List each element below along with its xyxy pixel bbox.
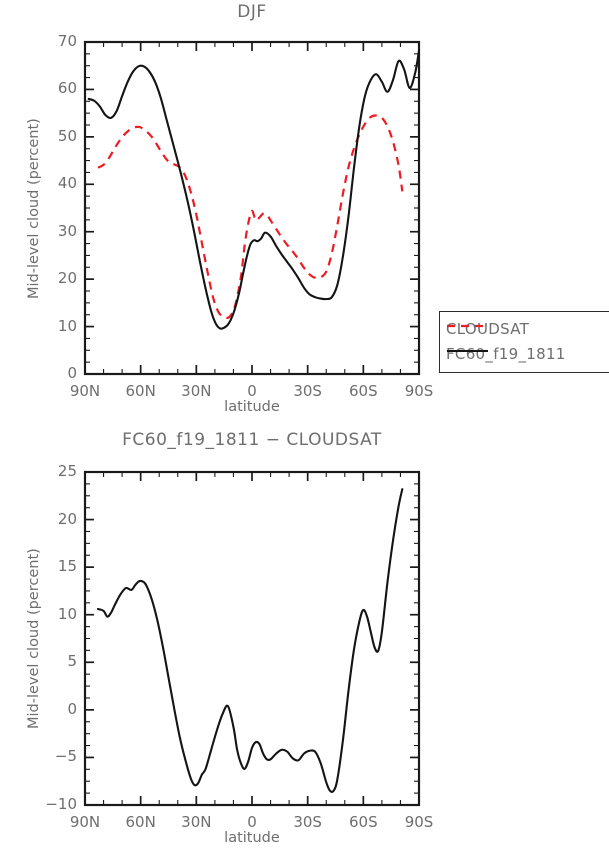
series-line-fc60-f19-1811-cloudsat [96, 488, 404, 794]
x-tick-label: 30S [293, 813, 322, 831]
top-chart-title: DJF [237, 2, 267, 22]
legend-swatch-solid-icon [447, 349, 488, 353]
y-tick-label: 50 [57, 126, 77, 145]
series-line-cloudsat [97, 114, 404, 319]
x-tick-label: 60N [125, 382, 156, 400]
legend-item-cloudsat[interactable]: CLOUDSAT [446, 320, 529, 338]
y-tick-label: 25 [57, 462, 77, 480]
x-tick-label: 90N [69, 382, 101, 400]
x-tick-label: 90S [404, 813, 434, 831]
x-tick-label: 30N [181, 813, 212, 831]
legend-label-cloudsat: CLOUDSAT [446, 320, 530, 338]
x-tick-label: 0 [247, 813, 257, 831]
legend: CLOUDSAT FC60_f19_1811 [439, 311, 609, 373]
y-tick-label: 70 [57, 32, 77, 50]
y-tick-label: 40 [57, 174, 77, 193]
legend-item-model[interactable]: FC60_f19_1811 [446, 345, 566, 363]
y-tick-label: 60 [57, 79, 77, 98]
bottom-chart-title: FC60_f19_1811 − CLOUDSAT [122, 430, 382, 450]
legend-swatch-dashed-icon [447, 324, 488, 328]
legend-label-model: FC60_f19_1811 [446, 345, 566, 363]
x-tick-label: 60S [349, 813, 378, 831]
y-tick-label: 0 [67, 364, 77, 382]
y-tick-label: −10 [45, 795, 77, 813]
x-tick-label: 60S [349, 382, 378, 400]
y-tick-label: 10 [57, 604, 77, 623]
top-x-axis-label: latitude [224, 399, 280, 415]
y-tick-label: 10 [57, 316, 77, 335]
x-tick-label: 90N [69, 813, 101, 831]
x-tick-label: 30N [181, 382, 212, 400]
y-tick-label: 20 [57, 269, 77, 288]
x-tick-label: 0 [247, 382, 257, 400]
y-tick-label: −5 [54, 747, 77, 766]
x-tick-label: 90S [404, 382, 434, 400]
bottom-x-axis-label: latitude [224, 830, 280, 846]
top-chart-svg [83, 40, 421, 376]
y-tick-label: 15 [57, 557, 77, 576]
x-tick-label: 60N [125, 813, 156, 831]
y-tick-label: 5 [67, 652, 77, 671]
x-tick-label: 30S [293, 382, 322, 400]
series-line-fc60-f19-1811 [87, 49, 421, 330]
y-tick-label: 20 [57, 509, 77, 528]
y-tick-label: 30 [57, 221, 77, 240]
y-tick-label: 0 [67, 699, 77, 718]
